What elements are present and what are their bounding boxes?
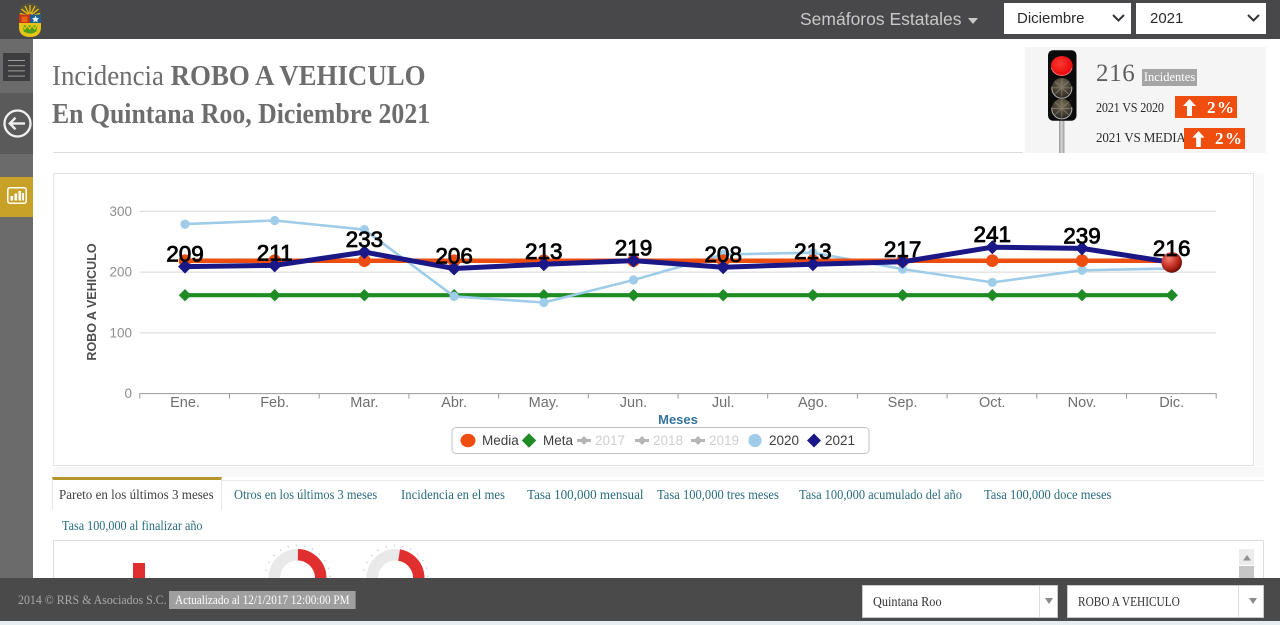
svg-text:Feb.: Feb.: [260, 395, 289, 411]
svg-text:Dic.: Dic.: [1159, 395, 1184, 411]
svg-text:Meses: Meses: [658, 412, 698, 427]
svg-text:219: 219: [615, 236, 653, 261]
svg-text:217: 217: [884, 237, 922, 262]
svg-text:2019: 2019: [709, 433, 739, 448]
svg-text:Oct.: Oct.: [979, 395, 1006, 411]
svg-text:206: 206: [435, 244, 473, 269]
svg-text:Meta: Meta: [543, 433, 574, 448]
svg-text:300: 300: [109, 204, 132, 219]
svg-text:Ago.: Ago.: [798, 395, 828, 411]
svg-text:Jul.: Jul.: [712, 395, 735, 411]
svg-text:2020: 2020: [769, 433, 799, 448]
svg-text:2021: 2021: [825, 433, 855, 448]
svg-text:Abr.: Abr.: [441, 395, 467, 411]
svg-text:100: 100: [109, 325, 132, 340]
svg-text:Nov.: Nov.: [1068, 395, 1097, 411]
svg-text:2017: 2017: [595, 433, 625, 448]
svg-text:Mar.: Mar.: [350, 395, 378, 411]
svg-text:239: 239: [1063, 223, 1101, 248]
svg-text:211: 211: [257, 240, 293, 265]
svg-text:Sep.: Sep.: [888, 395, 918, 411]
svg-text:0: 0: [124, 386, 132, 401]
svg-text:213: 213: [794, 239, 832, 264]
svg-text:208: 208: [704, 242, 742, 267]
svg-text:Media: Media: [482, 433, 519, 448]
svg-text:200: 200: [109, 265, 132, 280]
svg-text:May.: May.: [529, 395, 559, 411]
svg-text:ROBO A VEHICULO: ROBO A VEHICULO: [85, 243, 99, 360]
svg-text:213: 213: [525, 239, 563, 264]
svg-text:233: 233: [346, 227, 384, 252]
svg-text:209: 209: [166, 242, 204, 267]
svg-text:2018: 2018: [653, 433, 683, 448]
svg-text:216: 216: [1153, 236, 1191, 261]
svg-text:Jun.: Jun.: [620, 395, 647, 411]
svg-text:Ene.: Ene.: [170, 395, 200, 411]
svg-text:241: 241: [974, 222, 1012, 247]
